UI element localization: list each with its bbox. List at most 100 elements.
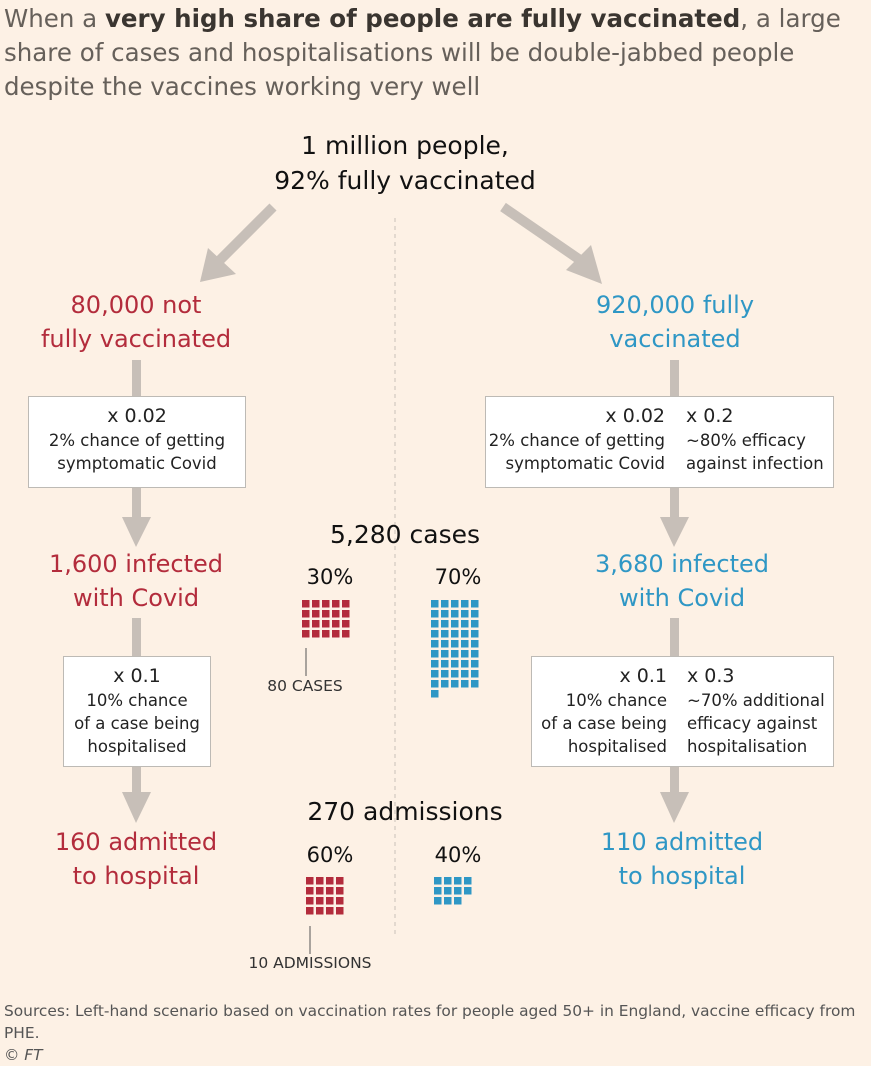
case-unit-square (471, 600, 479, 608)
case-unit-square (451, 610, 459, 618)
right-group-line2: vaccinated (609, 325, 741, 353)
case-unit-square (431, 650, 439, 658)
left-box1-line1: 2% chance of getting (48, 431, 226, 450)
admission-unit-square (444, 887, 452, 895)
right-stem-4 (670, 766, 679, 792)
left-group-line1: 80,000 not (70, 291, 202, 319)
admission-unit-square (316, 897, 324, 905)
admission-unit-square (316, 887, 324, 895)
case-unit-square (471, 640, 479, 648)
admission-unit-square (454, 877, 462, 885)
case-unit-square (342, 620, 350, 628)
left-arrowhead-2 (122, 792, 151, 823)
case-unit-square (471, 630, 479, 638)
case-unit-square (302, 610, 310, 618)
title-bold: very high share of people are fully vacc… (104, 4, 741, 33)
right-admitted-label: 110 admitted to hospital (552, 825, 812, 893)
admission-unit-square (316, 877, 324, 885)
case-unit-square (441, 620, 449, 628)
left-box2-line1: 10% chance (86, 691, 188, 710)
left-stem-1 (132, 360, 141, 397)
case-unit-square (471, 680, 479, 688)
case-unit-square (451, 600, 459, 608)
cases-unit-label: 80 CASES (267, 677, 343, 695)
case-unit-square (441, 660, 449, 668)
admission-unit-square (454, 887, 462, 895)
case-unit-square (471, 620, 479, 628)
admission-unit-square (434, 897, 442, 905)
right-infected-line2: with Covid (618, 584, 746, 612)
cases-unvaccinated-waffle (302, 600, 350, 638)
left-infected-line1: 1,600 infected (48, 550, 224, 578)
left-box1-line2: symptomatic Covid (57, 454, 217, 473)
case-unit-square (461, 630, 469, 638)
admission-unit-square (434, 877, 442, 885)
sources-text: Sources: Left-hand scenario based on vac… (4, 1002, 856, 1042)
left-box1-mult: x 0.02 (107, 405, 167, 427)
case-unit-square (322, 620, 330, 628)
left-hospital-box: x 0.1 10% chance of a case being hospita… (63, 656, 211, 767)
admissions-right-pct: 40% (434, 843, 482, 867)
right-admitted-line1: 110 admitted (600, 828, 764, 856)
right-arrowhead-1 (660, 517, 689, 547)
admissions-left-pct: 60% (306, 843, 354, 867)
case-unit-square (441, 650, 449, 658)
title-part1: When a (4, 4, 105, 33)
credit-text: © FT (4, 1046, 43, 1064)
left-group-label: 80,000 not fully vaccinated (6, 288, 266, 356)
right-box2-col1-line3: hospitalised (567, 737, 667, 756)
admission-unit-square (454, 897, 462, 905)
case-unit-square (471, 610, 479, 618)
case-unit-square (451, 670, 459, 678)
right-infection-box: x 0.02 2% chance of getting symptomatic … (485, 396, 834, 488)
admission-unit-square (336, 907, 344, 915)
sources-note: Sources: Left-hand scenario based on vac… (4, 1000, 870, 1066)
case-unit-square (312, 610, 320, 618)
admissions-vaccinated-waffle (434, 877, 472, 905)
case-unit-square (441, 640, 449, 648)
case-unit-square (441, 600, 449, 608)
right-infected-line1: 3,680 infected (594, 550, 770, 578)
admissions-unvaccinated-waffle (306, 877, 344, 915)
admission-unit-square (306, 897, 314, 905)
admission-unit-square (444, 877, 452, 885)
right-hospital-box: x 0.1 10% chance of a case being hospita… (531, 656, 834, 767)
admission-unit-square (336, 887, 344, 895)
right-stem-2 (670, 487, 679, 517)
admission-unit-square (306, 887, 314, 895)
case-unit-square (461, 640, 469, 648)
case-unit-square (431, 690, 439, 698)
case-unit-square (451, 620, 459, 628)
cases-right-pct: 70% (434, 565, 482, 589)
admission-unit-square (464, 887, 472, 895)
cases-vaccinated-waffle (431, 600, 479, 698)
case-unit-square (312, 600, 320, 608)
left-arrowhead-1 (122, 517, 151, 547)
admission-unit-square (336, 877, 344, 885)
right-box1-col2-mult: x 0.2 (686, 405, 734, 427)
case-unit-square (451, 660, 459, 668)
case-unit-square (312, 630, 320, 638)
root-line2: 92% fully vaccinated (274, 166, 536, 195)
right-group-line1: 920,000 fully (595, 291, 755, 319)
case-unit-square (451, 680, 459, 688)
cases-left-pct: 30% (306, 565, 354, 589)
case-unit-square (461, 650, 469, 658)
flow-arrows (122, 202, 689, 954)
right-admitted-line2: to hospital (618, 862, 746, 890)
right-stem-3 (670, 618, 679, 656)
right-box2-col2-line3: hospitalisation (687, 737, 808, 756)
admission-unit-square (306, 877, 314, 885)
admission-unit-square (326, 897, 334, 905)
case-unit-square (431, 610, 439, 618)
case-unit-square (461, 680, 469, 688)
case-unit-square (451, 650, 459, 658)
right-box2-col1-line2: of a case being (541, 714, 667, 733)
case-unit-square (461, 600, 469, 608)
right-group-label: 920,000 fully vaccinated (545, 288, 805, 356)
admission-unit-square (326, 887, 334, 895)
left-infection-box: x 0.02 2% chance of getting symptomatic … (28, 396, 246, 488)
left-group-line2: fully vaccinated (40, 325, 232, 353)
case-unit-square (461, 620, 469, 628)
left-infected-label: 1,600 infected with Covid (6, 547, 266, 615)
